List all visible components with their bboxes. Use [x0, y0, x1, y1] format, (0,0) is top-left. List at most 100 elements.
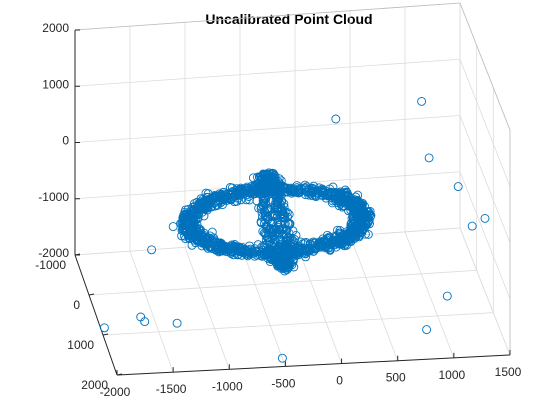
- data-point: [310, 190, 320, 200]
- data-point: [314, 242, 324, 251]
- data-point: [347, 223, 357, 233]
- data-point: [305, 245, 315, 255]
- data-point: [187, 227, 197, 237]
- floor-grid-line: [404, 231, 455, 359]
- data-point: [220, 242, 230, 252]
- data-point: [337, 198, 347, 207]
- back-wall-grid-line: [74, 115, 461, 143]
- data-point: [442, 291, 452, 301]
- x-tick-label: 500: [386, 371, 406, 385]
- data-point: [325, 233, 335, 243]
- data-point: [240, 186, 250, 195]
- data-point: [281, 236, 291, 246]
- data-point: [172, 318, 182, 328]
- data-point: [334, 201, 344, 211]
- x-axis-line: [116, 354, 511, 376]
- data-point: [417, 96, 427, 106]
- data-point: [245, 244, 255, 254]
- data-point: [195, 236, 205, 246]
- data-point: [270, 171, 280, 181]
- y-tick-label: -1000: [35, 258, 66, 272]
- floor-grid-line: [349, 235, 399, 361]
- data-point: [183, 204, 193, 214]
- data-point: [281, 240, 291, 250]
- back-wall-grid-line: [74, 58, 461, 87]
- data-point: [295, 187, 305, 197]
- data-point: [279, 261, 289, 271]
- data-point: [278, 255, 288, 265]
- data-point: [209, 193, 219, 202]
- data-point: [361, 217, 371, 227]
- data-point: [277, 353, 287, 363]
- z-tick-label: 2000: [42, 21, 69, 35]
- data-point: [256, 204, 266, 214]
- data-point: [326, 242, 336, 252]
- side-wall-grid-line: [459, 115, 511, 243]
- chart-title: Uncalibrated Point Cloud: [205, 11, 372, 27]
- data-point: [285, 184, 295, 194]
- data-point: [204, 238, 214, 247]
- data-point: [355, 217, 365, 227]
- data-point: [309, 181, 319, 191]
- data-point: [266, 253, 276, 263]
- data-point: [275, 235, 285, 245]
- data-point: [251, 246, 261, 256]
- data-point: [326, 189, 336, 199]
- data-point: [352, 214, 362, 224]
- data-point: [363, 229, 373, 239]
- x-tick-label: -1500: [156, 382, 187, 396]
- y-tick-label: 2000: [81, 378, 108, 392]
- data-point: [136, 312, 146, 322]
- data-point: [346, 230, 356, 240]
- y-tick-mark: [88, 293, 95, 296]
- data-point: [185, 207, 195, 217]
- x-tick-label: 0: [336, 374, 343, 388]
- floor-grid-line: [184, 247, 230, 370]
- data-point: [308, 237, 318, 247]
- data-point: [346, 236, 356, 246]
- data-point: [265, 237, 275, 246]
- data-point: [226, 195, 236, 205]
- data-point: [350, 231, 360, 241]
- data-point: [322, 191, 332, 200]
- y-tick-label: 1000: [67, 338, 94, 352]
- data-point: [197, 241, 207, 251]
- data-point: [269, 254, 279, 264]
- data-point: [422, 325, 432, 335]
- data-point: [237, 246, 247, 255]
- data-point: [189, 205, 199, 214]
- data-point: [285, 219, 295, 229]
- data-point: [257, 188, 267, 198]
- data-point: [271, 200, 281, 210]
- data-point: [263, 203, 272, 213]
- data-point: [182, 226, 192, 236]
- data-point: [198, 202, 208, 212]
- data-point: [286, 238, 295, 247]
- data-point: [281, 260, 291, 270]
- x-tick-label: 1000: [439, 368, 466, 382]
- floor-grid-line: [102, 312, 494, 336]
- data-point: [364, 207, 373, 217]
- data-point: [235, 243, 245, 252]
- data-point: [230, 244, 240, 254]
- data-point: [270, 245, 280, 255]
- data-point: [336, 236, 346, 246]
- floor-grid-line: [294, 239, 342, 364]
- data-point: [276, 200, 286, 210]
- data-point: [453, 182, 463, 192]
- data-point: [300, 244, 310, 254]
- data-point: [467, 221, 477, 231]
- data-point: [356, 202, 366, 212]
- data-point: [331, 114, 341, 124]
- z-tick-label: 0: [62, 134, 69, 148]
- data-point: [279, 224, 288, 234]
- data-point: [147, 245, 157, 255]
- data-point: [302, 182, 312, 192]
- data-point: [343, 226, 352, 236]
- data-point: [198, 236, 207, 246]
- data-point: [199, 199, 209, 209]
- y-tick-mark: [102, 333, 109, 336]
- data-point: [234, 184, 244, 194]
- axis-lines: [74, 29, 511, 376]
